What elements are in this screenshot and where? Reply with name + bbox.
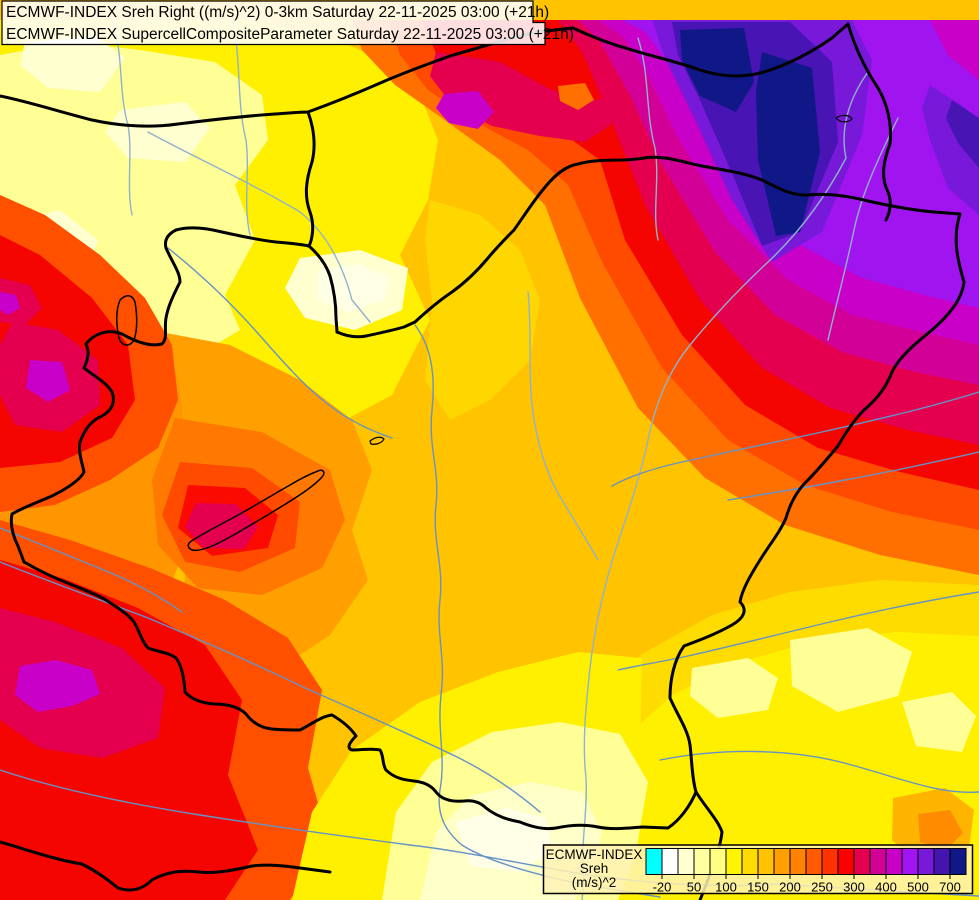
legend-tick-label: 150 bbox=[747, 880, 769, 895]
legend-color-cell bbox=[949, 848, 967, 875]
legend-title-model: ECMWF-INDEX bbox=[546, 847, 643, 862]
border-hungary-north-east bbox=[413, 155, 966, 900]
border-danube-section bbox=[335, 320, 417, 339]
legend-color-cell bbox=[885, 848, 903, 875]
river-danube bbox=[414, 324, 661, 898]
river-zagyva bbox=[527, 291, 599, 561]
river-tisza bbox=[581, 71, 869, 900]
legend: ECMWF-INDEX Sreh (m/s)^2 -20 50 100 150 200 2… bbox=[542, 844, 974, 895]
lake-balaton bbox=[187, 469, 325, 552]
legend-color-cell bbox=[645, 848, 663, 875]
title-line-1: ECMWF-INDEX Sreh Right ((m/s)^2) 0-3km S… bbox=[6, 4, 549, 21]
legend-tick-label: 200 bbox=[779, 880, 801, 895]
legend-color-cell bbox=[853, 848, 871, 875]
legend-title-param: Sreh bbox=[580, 861, 609, 876]
river-danube-upper bbox=[147, 131, 371, 323]
border-bottom-left bbox=[0, 840, 332, 892]
river-mura bbox=[0, 527, 183, 613]
legend-tick-label: 250 bbox=[811, 880, 833, 895]
title-box-outline bbox=[1, 0, 546, 46]
border-czech bbox=[0, 26, 575, 128]
lake-velence bbox=[369, 436, 385, 445]
river-ne-2 bbox=[827, 117, 899, 341]
river-drava bbox=[0, 561, 541, 813]
legend-color-cell bbox=[757, 848, 775, 875]
legend-color-cell bbox=[725, 848, 743, 875]
river-se bbox=[659, 750, 979, 794]
border-austria-hungary bbox=[9, 226, 311, 564]
lake-ne-small bbox=[835, 114, 853, 123]
legend-colorbar bbox=[645, 848, 967, 875]
title-line-2: ECMWF-INDEX SupercellCompositeParameter … bbox=[6, 26, 574, 43]
legend-tick-label: 300 bbox=[843, 880, 865, 895]
legend-color-cell bbox=[933, 848, 951, 875]
legend-color-cell bbox=[773, 848, 791, 875]
legend-color-cell bbox=[741, 848, 759, 875]
legend-color-cell bbox=[805, 848, 823, 875]
map-title-box: ECMWF-INDEX Sreh Right ((m/s)^2) 0-3km S… bbox=[1, 0, 574, 46]
legend-color-cell bbox=[693, 848, 711, 875]
rivers bbox=[0, 19, 979, 900]
legend-color-cell bbox=[869, 848, 887, 875]
legend-tick-label: 100 bbox=[715, 880, 737, 895]
legend-title-unit: (m/s)^2 bbox=[572, 875, 617, 890]
legend-color-cell bbox=[789, 848, 807, 875]
legend-color-cell bbox=[677, 848, 695, 875]
legend-color-cell bbox=[901, 848, 919, 875]
border-slovakia-poland bbox=[571, 22, 850, 78]
border-ukraine-west bbox=[846, 22, 892, 222]
legend-tick-label: 50 bbox=[687, 880, 701, 895]
river-raba bbox=[167, 247, 393, 439]
lake-neusiedl bbox=[116, 295, 138, 346]
legend-color-cell bbox=[917, 848, 935, 875]
river-nw-2 bbox=[231, 19, 251, 236]
legend-tick-label: 700 bbox=[939, 880, 961, 895]
border-austria-slovakia bbox=[304, 110, 339, 334]
river-ne-1 bbox=[637, 37, 659, 241]
river-maros bbox=[617, 591, 979, 671]
legend-tick-labels: -20 50 100 150 200 250 300 400 500 700 bbox=[653, 874, 961, 895]
legend-color-cell bbox=[821, 848, 839, 875]
lakes bbox=[116, 114, 853, 552]
legend-color-cell bbox=[709, 848, 727, 875]
legend-tick-label: 400 bbox=[875, 880, 897, 895]
legend-color-cell bbox=[661, 848, 679, 875]
legend-tick-label: -20 bbox=[653, 880, 672, 895]
legend-tick-label: 500 bbox=[907, 880, 929, 895]
river-koros-2 bbox=[727, 451, 979, 501]
country-borders bbox=[0, 22, 966, 900]
legend-color-cell bbox=[837, 848, 855, 875]
border-hungary-south bbox=[22, 560, 698, 831]
river-koros-1 bbox=[611, 391, 979, 487]
